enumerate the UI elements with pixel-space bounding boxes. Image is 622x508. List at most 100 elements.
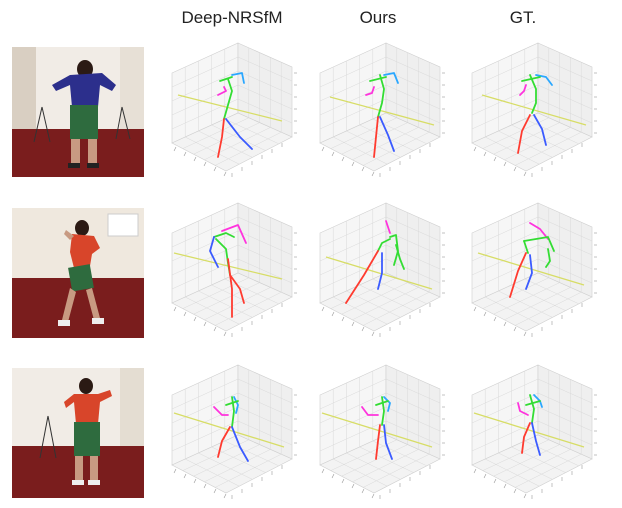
grid-line — [485, 458, 540, 487]
axis-tick — [361, 166, 365, 172]
axis-tick — [193, 478, 197, 484]
axis-tick — [203, 483, 207, 489]
skeleton-right-limb — [217, 118, 225, 158]
skeleton-right-limb — [509, 252, 527, 298]
column-header-gt: GT. — [509, 8, 537, 27]
grid-line — [341, 444, 408, 477]
skeleton-right-limb — [227, 258, 233, 318]
grid-line — [471, 258, 539, 290]
axis-tick — [331, 473, 335, 479]
grid-line — [363, 291, 430, 326]
reference-line — [329, 96, 435, 126]
grid-line — [372, 278, 427, 305]
skeleton-right-limb — [345, 250, 379, 304]
skeleton-arm-alt — [233, 396, 239, 414]
column-header-deep-nrsfm: Deep-NRSfM — [181, 8, 283, 27]
grid-line — [319, 230, 387, 262]
grid-line — [471, 56, 539, 88]
skeleton-right-limb — [217, 426, 231, 458]
axis-tick — [371, 493, 375, 499]
grid-line — [215, 291, 282, 326]
axis-tick — [193, 156, 197, 162]
grid-line — [511, 124, 566, 151]
axis-tick — [351, 161, 355, 167]
grid-line — [346, 130, 401, 158]
axis-tick — [351, 321, 355, 327]
grid-line — [537, 420, 593, 446]
grid-line — [537, 56, 593, 82]
grid-line — [182, 439, 249, 471]
axis-tick — [371, 331, 375, 337]
grid-line — [215, 131, 282, 166]
grid-line — [198, 130, 253, 158]
grid-line — [515, 131, 582, 166]
grid-line — [237, 406, 293, 432]
grid-line — [385, 392, 441, 418]
grid-line — [504, 127, 571, 161]
grid-line — [171, 392, 239, 424]
axis-tick — [341, 156, 345, 162]
grid-line — [171, 216, 239, 248]
reference-line — [177, 94, 283, 122]
grid-line — [319, 392, 387, 424]
grid-line — [537, 84, 593, 110]
grid-line — [333, 296, 388, 325]
axis-tick — [473, 146, 477, 152]
grid-line — [511, 284, 566, 311]
reference-line — [473, 412, 585, 448]
grid-line — [471, 84, 539, 116]
grid-line — [237, 244, 293, 270]
grid-line — [471, 392, 539, 424]
grid-line — [193, 444, 260, 477]
grid-line — [537, 258, 593, 284]
skeleton-plot-row-2-deep-nrsfm — [160, 193, 310, 343]
grid-line — [319, 420, 387, 452]
skeleton-arm-alt — [535, 74, 553, 86]
skeleton-plot-row-1-ours — [308, 33, 458, 183]
axis-tick — [223, 171, 227, 177]
grid-line — [498, 130, 553, 158]
grid-line — [237, 258, 293, 284]
grid-line — [471, 216, 539, 248]
axis-tick — [321, 468, 325, 474]
grid-line — [237, 84, 293, 110]
input-photo-row-1 — [12, 47, 144, 177]
skeleton-torso — [219, 76, 233, 82]
axis-tick — [321, 146, 325, 152]
axis-tick — [523, 331, 527, 337]
grid-line — [319, 378, 387, 410]
axis-tick — [341, 478, 345, 484]
grid-line — [385, 406, 441, 432]
skeleton-head — [217, 86, 227, 96]
axis-tick — [193, 316, 197, 322]
grid-line — [193, 122, 260, 155]
grid-line — [211, 284, 266, 311]
axis-pane-floor — [471, 434, 593, 494]
grid-line — [485, 136, 540, 165]
grid-line — [471, 420, 539, 452]
skeleton-torso — [521, 76, 541, 82]
grid-line — [193, 282, 260, 315]
skeleton-left-limb — [231, 426, 249, 462]
axis-pane-floor — [471, 272, 593, 332]
axis-tick — [213, 326, 217, 332]
axis-tick — [483, 311, 487, 317]
axis-tick — [203, 321, 207, 327]
grid-line — [346, 290, 401, 318]
axis-tick — [183, 473, 187, 479]
grid-line — [485, 296, 540, 325]
grid-line — [471, 70, 539, 102]
grid-line — [224, 440, 279, 467]
skeleton-torso — [225, 400, 239, 406]
skeleton-right-limb — [229, 274, 245, 304]
axis-tick — [331, 151, 335, 157]
grid-line — [171, 378, 239, 410]
grid-line — [359, 284, 414, 311]
reference-line — [325, 256, 433, 290]
axis-tick — [361, 488, 365, 494]
grid-line — [182, 117, 249, 149]
skeleton-plot-row-2-gt — [460, 193, 610, 343]
skeleton-right-limb — [375, 424, 381, 460]
grid-line — [341, 282, 408, 315]
axis-tick — [183, 311, 187, 317]
